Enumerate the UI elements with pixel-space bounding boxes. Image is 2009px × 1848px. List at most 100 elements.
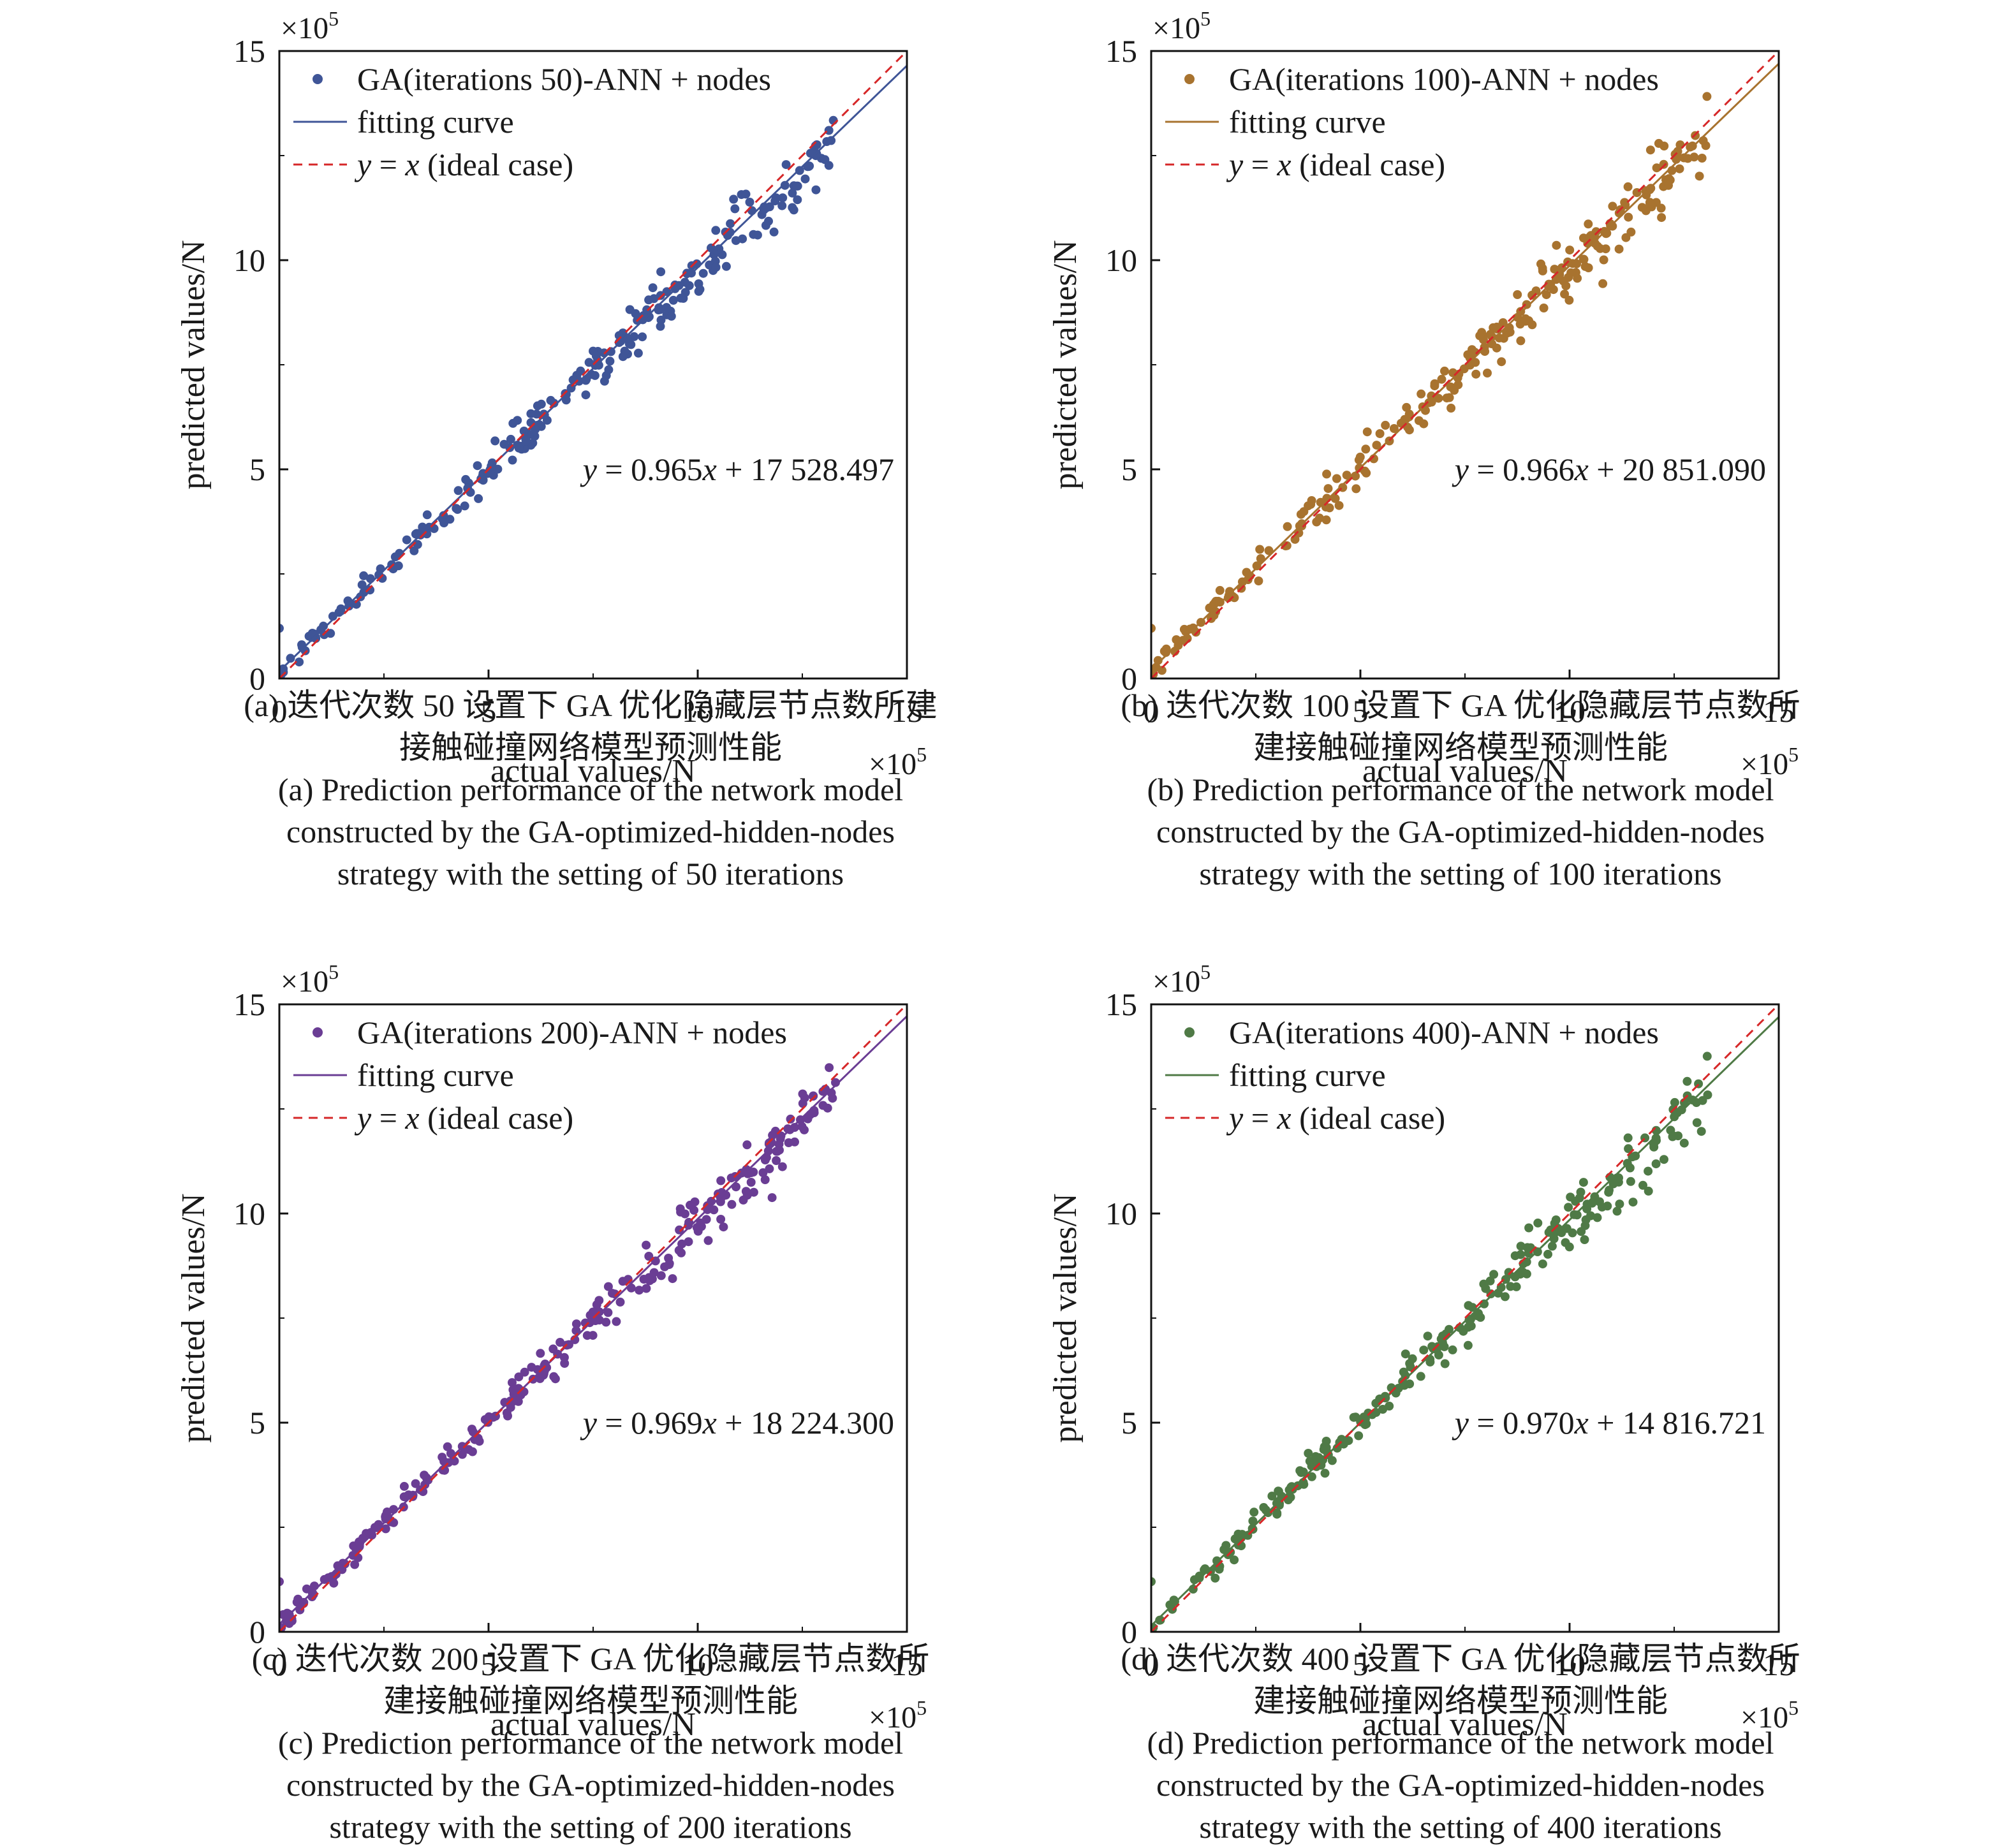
ideal-case-line	[279, 1004, 907, 1632]
scatter-point	[1281, 541, 1290, 551]
scatter-point	[1321, 502, 1330, 512]
scatter-point	[698, 268, 708, 278]
text-span: 5	[328, 960, 339, 983]
text-span: = 0.966	[1469, 451, 1575, 487]
text-span: 5	[249, 451, 265, 487]
scatter-point	[738, 234, 747, 244]
scatter-point	[344, 601, 354, 611]
text-span: (ideal case)	[1292, 1100, 1446, 1136]
text-span: 15	[1105, 33, 1137, 69]
scatter-point	[811, 185, 821, 194]
text-span: =	[371, 1100, 405, 1136]
scatter-point	[761, 221, 770, 230]
text-span: x	[702, 1405, 717, 1441]
scatter-point	[684, 1221, 693, 1230]
text-span: ×10	[869, 747, 916, 781]
scatter-point	[1360, 466, 1369, 476]
scatter-point	[1500, 1292, 1510, 1302]
scatter-point	[618, 328, 628, 338]
legend-label-scatter: GA(iterations 100)-ANN + nodes	[1229, 61, 1659, 97]
caption-line: constructed by the GA-optimized-hidden-n…	[286, 814, 895, 849]
y-tick-label: 15	[1105, 986, 1137, 1022]
scatter-point	[1527, 320, 1537, 330]
scatter-point	[453, 486, 463, 495]
scatter-point	[1591, 227, 1601, 237]
scatter-point	[1440, 366, 1449, 376]
fit-equation: y = 0.966x + 20 851.090	[1452, 451, 1766, 487]
scatter-point	[765, 1164, 774, 1173]
x-tick-label: 5	[1353, 693, 1369, 729]
scatter-point	[1586, 231, 1595, 241]
scatter-point	[665, 1260, 674, 1270]
scatter-point	[1151, 663, 1161, 672]
scatter-point	[307, 629, 317, 638]
scatter-point	[348, 1551, 358, 1560]
scatter-point	[571, 1326, 581, 1335]
y-axis-label: predicted values/N	[1047, 1193, 1084, 1442]
scatter-point	[1312, 517, 1321, 527]
scatter-point	[790, 1123, 799, 1132]
scatter-point	[1533, 1218, 1543, 1228]
scatter-point	[1450, 386, 1459, 395]
scatter-point	[749, 230, 758, 239]
scatter-point	[605, 356, 615, 366]
legend-label-scatter: GA(iterations 50)-ANN + nodes	[357, 61, 771, 97]
scatter-point	[798, 1099, 807, 1108]
scatter-point	[825, 1063, 834, 1073]
scatter-point	[1696, 1127, 1706, 1136]
scatter-point	[798, 1089, 807, 1099]
scatter-point	[588, 1307, 598, 1317]
fitting-curve-line	[1151, 62, 1779, 671]
scatter-point	[1599, 255, 1608, 265]
y-tick-label: 10	[233, 1196, 265, 1231]
scatter-point	[1378, 1405, 1388, 1414]
caption-line: (c) Prediction performance of the networ…	[277, 1725, 904, 1761]
scatter-point	[601, 1317, 611, 1327]
scatter-point	[418, 522, 427, 532]
scatter-point	[788, 203, 797, 212]
text-span: + 18 224.300	[717, 1405, 894, 1441]
scatter-point	[536, 399, 546, 409]
scatter-point	[1654, 138, 1663, 148]
scatter-point	[514, 443, 524, 453]
caption-a: (a) 迭代次数 50 设置下 GA 优化隐藏层节点数所建 接触碰撞网络模型预测性…	[176, 684, 1005, 895]
text-span: ×10	[281, 11, 328, 45]
scatter-point	[1645, 199, 1654, 208]
scatter-point	[1434, 393, 1443, 403]
scatter-point	[1628, 1198, 1638, 1207]
scatter-point	[1267, 1492, 1277, 1501]
scatter-series	[1151, 1052, 1712, 1632]
caption-line: (b) 迭代次数 100 设置下 GA 优化隐藏层节点数所	[1121, 687, 1800, 723]
y-multiplier: ×105	[281, 7, 339, 45]
text-span: predicted values/N	[175, 240, 212, 489]
scatter-point	[1307, 496, 1316, 505]
text-span: 5	[1121, 1405, 1137, 1441]
x-tick-label: 15	[1763, 693, 1795, 729]
scatter-point	[584, 358, 594, 367]
scatter-point	[1351, 484, 1361, 494]
scatter-point	[474, 494, 483, 503]
x-tick-label: 5	[481, 1646, 497, 1682]
scatter-point	[1513, 312, 1522, 322]
scatter-point	[800, 174, 810, 184]
scatter-point	[1151, 1577, 1156, 1587]
scatter-point	[1221, 1541, 1231, 1550]
scatter-point	[769, 227, 779, 237]
text-span: y	[354, 1100, 372, 1136]
scatter-point	[1297, 1468, 1306, 1478]
scatter-point	[824, 161, 834, 170]
scatter-point	[1442, 393, 1452, 403]
scatter-point	[1644, 1186, 1653, 1196]
text-span: predicted values/N	[1047, 1193, 1084, 1442]
scatter-point	[461, 474, 471, 484]
scatter-point	[295, 657, 304, 667]
scatter-point	[1668, 1132, 1677, 1141]
scatter-point	[1151, 624, 1156, 633]
scatter-point	[571, 1319, 581, 1329]
scatter-point	[1664, 180, 1673, 190]
scatter-point	[1307, 1472, 1316, 1481]
scatter-point	[506, 434, 515, 444]
scatter-point	[642, 1240, 651, 1250]
scatter-point	[1522, 300, 1531, 309]
